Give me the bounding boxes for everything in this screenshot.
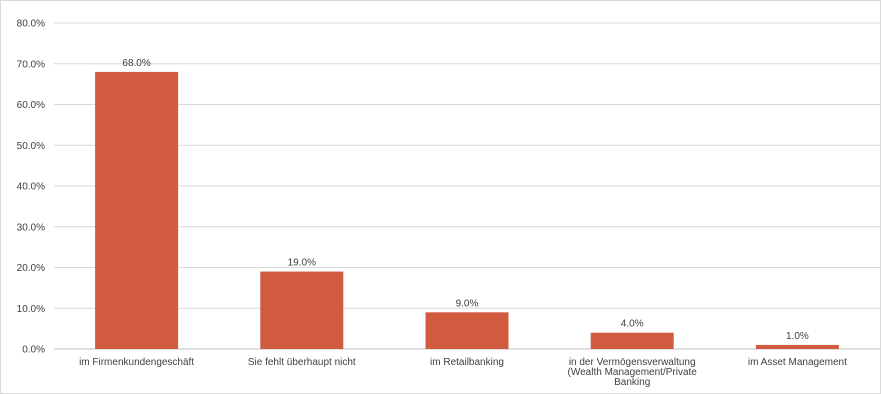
bar xyxy=(260,271,344,349)
bar xyxy=(590,332,674,349)
y-tick-label: 30.0% xyxy=(17,222,45,233)
data-label: 9.0% xyxy=(456,298,479,309)
category-label: im Retailbanking xyxy=(430,357,504,368)
data-label: 19.0% xyxy=(288,258,316,269)
y-tick-label: 80.0% xyxy=(17,19,45,30)
y-tick-label: 60.0% xyxy=(17,100,45,111)
y-tick-label: 0.0% xyxy=(22,345,45,356)
data-label: 4.0% xyxy=(621,319,644,330)
y-tick-label: 10.0% xyxy=(17,304,45,315)
bar xyxy=(755,344,839,349)
y-tick-label: 40.0% xyxy=(17,182,45,193)
y-tick-label: 50.0% xyxy=(17,141,45,152)
bar xyxy=(95,71,179,350)
data-label: 1.0% xyxy=(786,331,809,342)
x-axis-categories: im Firmenkundengeschäft Sie fehlt überhau… xyxy=(79,357,847,388)
data-label: 68.0% xyxy=(122,58,150,69)
y-tick-label: 70.0% xyxy=(17,59,45,70)
category-label: Sie fehlt überhaupt nicht xyxy=(248,357,356,368)
gridlines xyxy=(54,22,880,350)
y-tick-label: 20.0% xyxy=(17,263,45,274)
category-label: im Firmenkundengeschäft xyxy=(79,357,194,368)
bar xyxy=(425,312,509,349)
category-label: in der Vermögensverwaltung (Wealth Manage… xyxy=(568,357,698,388)
category-label: im Asset Management xyxy=(748,357,847,368)
bars xyxy=(95,71,839,350)
y-axis-ticks: 0.0% 10.0% 20.0% 30.0% 40.0% 50.0% 60.0% 70.0% 8… xyxy=(17,19,45,356)
data-labels: 68.0% 19.0% 9.0% 4.0% 1.0% xyxy=(122,58,808,342)
